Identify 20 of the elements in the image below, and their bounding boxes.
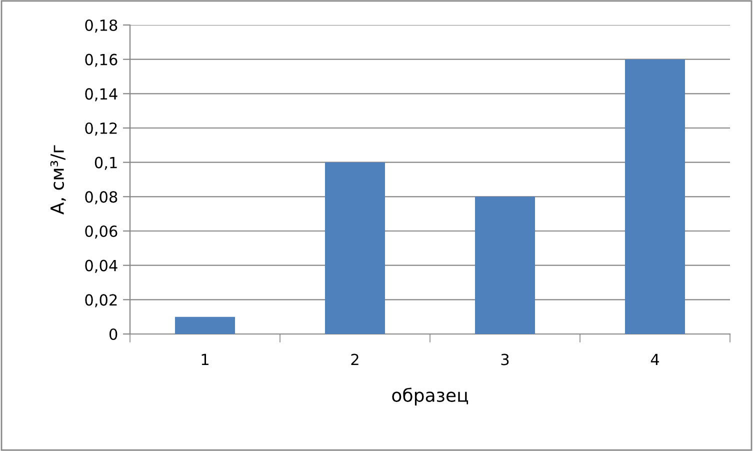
bar (625, 59, 685, 334)
bar (175, 316, 235, 334)
x-tick-label: 1 (202, 354, 208, 366)
y-tick-label: 0,16 (85, 54, 118, 67)
x-tick-label: 4 (650, 354, 660, 366)
y-tick-label: 0,04 (85, 260, 118, 273)
x-axis-title: образец (392, 388, 468, 406)
y-tick-label: 0,06 (85, 225, 118, 239)
y-tick-label: 0,18 (85, 19, 118, 33)
y-tick-label: 0,1 (94, 156, 117, 170)
y-tick-label: 0,08 (85, 191, 118, 204)
y-tick-label: 0 (109, 328, 118, 340)
bar (325, 162, 385, 334)
bar (475, 196, 535, 334)
y-axis-title: А, см³/г (50, 145, 66, 214)
y-tick-label: 0,14 (85, 88, 118, 102)
x-tick-label: 2 (351, 354, 358, 366)
x-tick-label: 3 (501, 354, 509, 366)
y-tick-label: 0,12 (85, 122, 117, 136)
y-tick-label: 0,02 (85, 294, 117, 308)
